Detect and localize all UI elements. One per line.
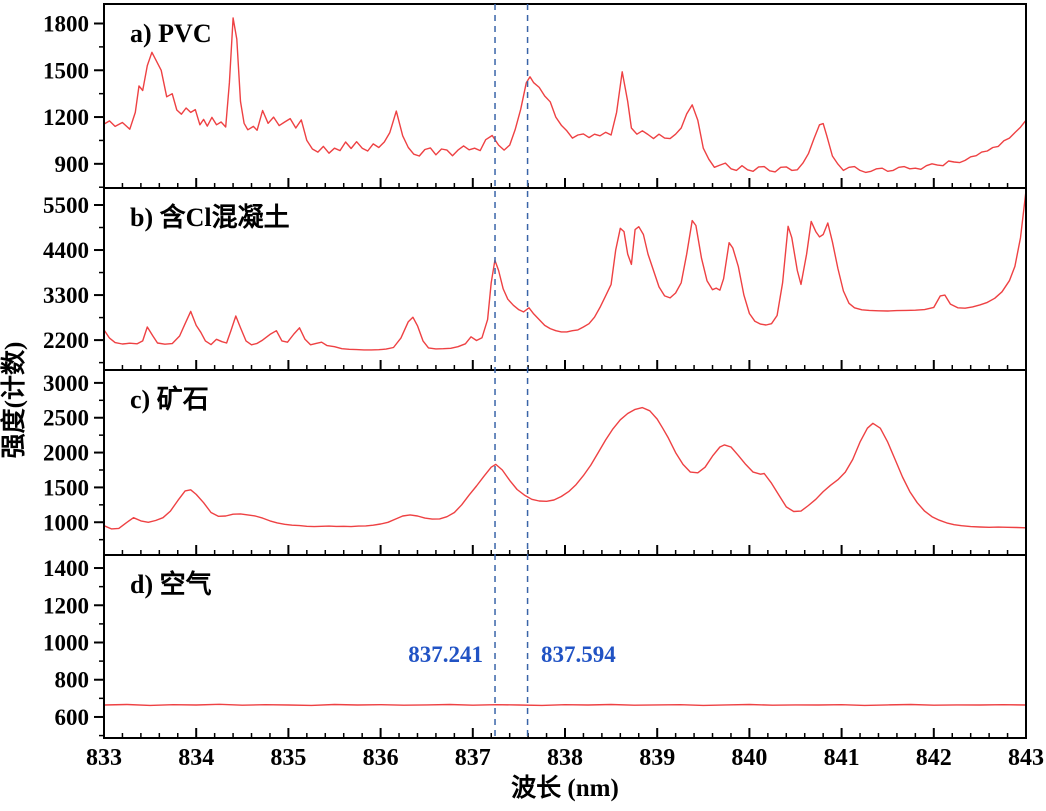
x-tick-label: 836 <box>363 745 399 771</box>
spectrum-curve-空气 <box>104 703 1026 707</box>
panel-矿石: 1000 1500 2000 2500 3000 c) 矿石 <box>43 369 1027 556</box>
x-tick-label: 838 <box>547 745 583 771</box>
y-tick-label: 1400 <box>43 556 89 581</box>
y-tick-label: 3000 <box>43 371 89 396</box>
panels-group: 900 1200 1500 1800 a) PVC 2200 3300 4400 5500 b) … <box>43 3 1044 771</box>
y-axis-title: 强度(计数) <box>0 342 28 459</box>
y-tick-label: 1800 <box>43 11 89 36</box>
panel-label-含Cl混凝土: b) 含Cl混凝土 <box>130 202 290 232</box>
y-tick-label: 4400 <box>43 238 89 263</box>
spectrum-curve-含Cl混凝土 <box>104 190 1026 351</box>
x-tick-label: 834 <box>178 745 214 771</box>
ref-line-label-2: 837.594 <box>541 642 616 667</box>
panel-frame <box>103 554 1027 739</box>
y-tick-label: 2000 <box>43 441 89 466</box>
y-tick-label: 2500 <box>43 406 89 431</box>
y-tick-label: 1200 <box>43 105 89 130</box>
x-tick-label: 843 <box>1008 745 1044 771</box>
y-tick-label: 3300 <box>43 283 89 308</box>
panel-PVC: 900 1200 1500 1800 a) PVC <box>43 3 1027 189</box>
y-tick-label: 1500 <box>43 58 89 83</box>
reference-lines-group <box>494 4 529 738</box>
spectrum-curve-矿石 <box>104 406 1026 530</box>
panel-frame <box>103 3 1027 189</box>
x-tick-label: 835 <box>270 745 306 771</box>
x-tick-label: 840 <box>731 745 767 771</box>
x-tick-label: 833 <box>86 745 122 771</box>
ref-line-label-1: 837.241 <box>408 642 483 667</box>
panel-含Cl混凝土: 2200 3300 4400 5500 b) 含Cl混凝土 <box>43 187 1027 371</box>
y-tick-label: 900 <box>55 152 90 177</box>
y-tick-label: 2200 <box>43 328 89 353</box>
y-tick-label: 1200 <box>43 593 89 618</box>
x-axis-title: 波长 (nm) <box>511 774 619 802</box>
spectrum-curve-PVC <box>104 17 1026 174</box>
x-tick-label: 839 <box>639 745 675 771</box>
y-tick-label: 600 <box>55 705 90 730</box>
x-tick-label: 837 <box>455 745 491 771</box>
y-tick-label: 800 <box>55 668 90 693</box>
panel-空气: 600 800 1000 1200 1400 d) 空气 <box>43 554 1027 739</box>
y-tick-label: 5500 <box>43 193 89 218</box>
x-tick-label: 841 <box>824 745 860 771</box>
panel-label-PVC: a) PVC <box>130 19 212 48</box>
panel-label-空气: d) 空气 <box>130 569 212 599</box>
y-tick-label: 1500 <box>43 475 89 500</box>
x-tick-label: 842 <box>916 745 952 771</box>
panel-frame <box>103 369 1027 556</box>
panel-label-矿石: c) 矿石 <box>130 384 209 414</box>
y-tick-label: 1000 <box>43 630 89 655</box>
y-tick-label: 1000 <box>43 510 89 535</box>
